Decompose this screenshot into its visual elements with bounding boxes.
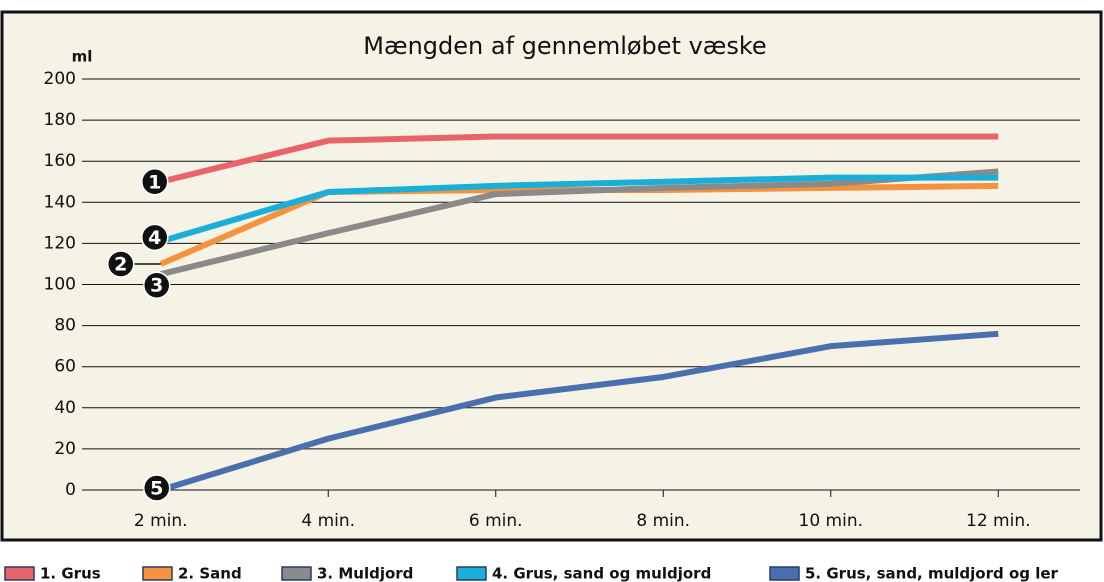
y-tick-label: 120 [44, 233, 76, 253]
chart-title: Mængden af gennemløbet væske [363, 32, 766, 60]
legend-swatch [142, 566, 173, 581]
x-tick-label: 2 min. [134, 511, 188, 531]
legend-swatch [4, 566, 35, 581]
series-marker-label: 3 [150, 275, 163, 297]
series-marker-label: 2 [114, 253, 127, 275]
series-line [159, 330, 999, 493]
legend-swatch [456, 566, 487, 581]
y-tick-label: 140 [44, 192, 76, 212]
series-marker [107, 250, 135, 278]
x-tick-label: 4 min. [301, 511, 355, 531]
series-marker [143, 271, 171, 299]
legend-label: 4. Grus, sand og muldjord [492, 565, 711, 582]
series-marker [141, 168, 169, 196]
chart-frame [0, 10, 1103, 542]
y-tick-label: 160 [44, 151, 76, 171]
y-tick-label: 180 [44, 110, 76, 130]
series-marker [141, 223, 169, 252]
series-line [160, 133, 999, 185]
legend-swatch [281, 566, 312, 581]
series-line [160, 168, 999, 278]
y-tick-label: 60 [54, 357, 76, 377]
y-tick-label: 100 [44, 275, 76, 295]
series-marker-label: 1 [148, 171, 161, 193]
legend-swatch [769, 566, 800, 581]
legend-label: 1. Grus [40, 565, 101, 582]
legend-label: 2. Sand [178, 565, 242, 582]
x-tick-label: 12 min. [966, 511, 1031, 531]
x-tick-label: 8 min. [636, 511, 690, 531]
y-tick-label: 0 [65, 480, 76, 500]
x-tick-label: 6 min. [469, 511, 523, 531]
series-line [159, 174, 999, 245]
legend-label: 5. Grus, sand, muldjord og ler [805, 565, 1059, 582]
x-tick-label: 10 min. [799, 511, 864, 531]
y-tick-label: 40 [54, 398, 76, 418]
series-marker-label: 4 [148, 227, 161, 249]
y-tick-label: 80 [54, 316, 76, 336]
y-axis-label: ml [72, 48, 93, 66]
series-marker [143, 474, 171, 502]
y-tick-label: 20 [54, 439, 76, 459]
y-tick-label: 200 [44, 69, 76, 89]
series-marker-label: 5 [150, 478, 163, 500]
legend-label: 3. Muldjord [317, 565, 413, 582]
